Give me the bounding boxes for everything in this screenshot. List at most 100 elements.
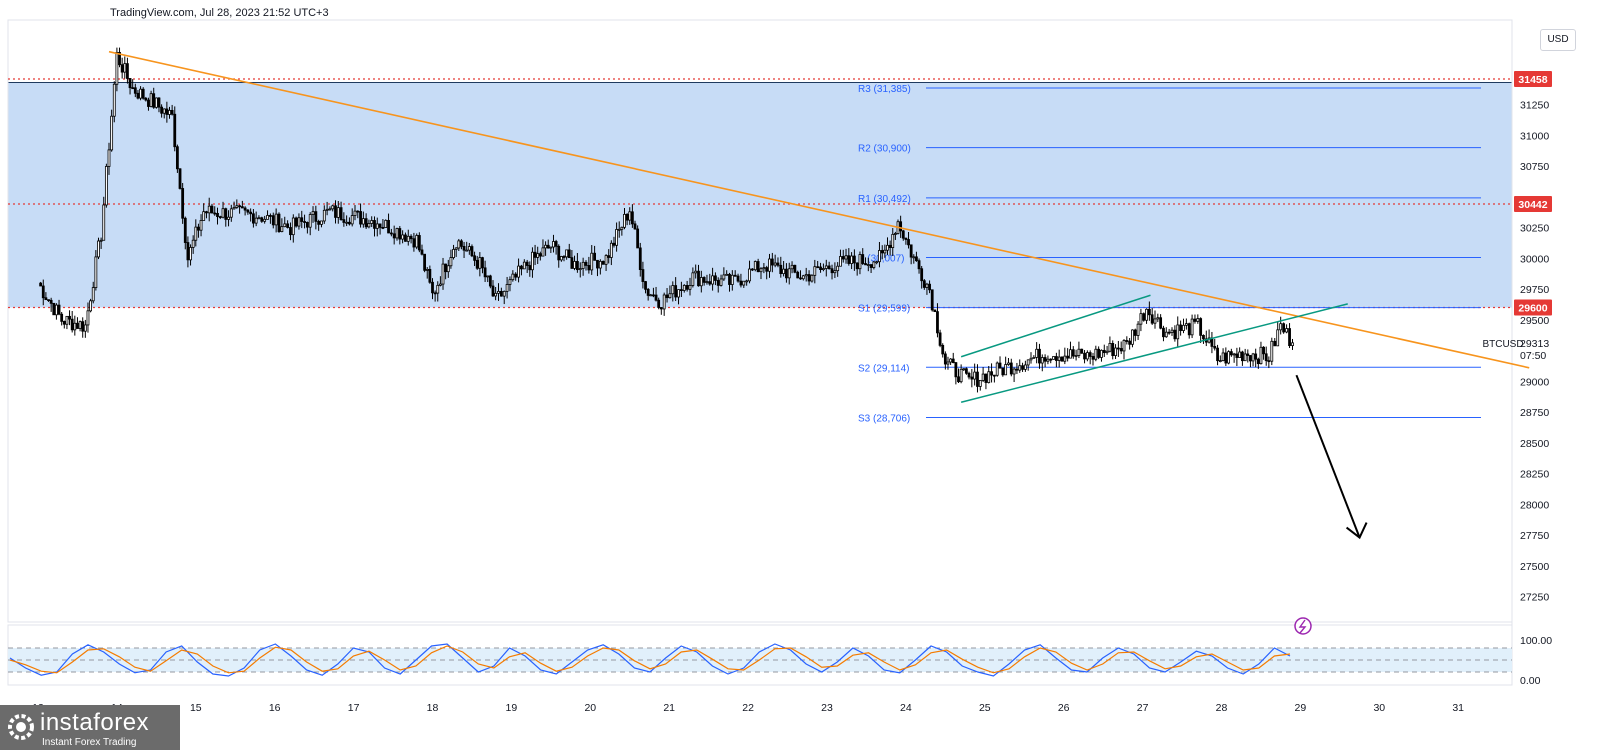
candle-body	[1251, 353, 1255, 362]
candle-body	[1021, 365, 1024, 370]
y-tick-label: 29000	[1520, 376, 1549, 388]
candle-body	[593, 252, 597, 261]
candle-body	[869, 264, 873, 268]
x-tick-label: 19	[506, 702, 518, 714]
stochastic-k-line	[9, 643, 1291, 677]
candle-body	[1264, 353, 1268, 362]
candle-body	[702, 277, 706, 283]
candle-body	[719, 278, 723, 286]
candle-body	[294, 217, 298, 227]
candle-body	[505, 284, 509, 292]
candle-body	[449, 257, 453, 267]
candle-body	[641, 269, 645, 282]
candle-body	[1235, 353, 1239, 358]
candle-body	[197, 226, 200, 231]
candle-body	[1040, 357, 1044, 364]
candle-body	[549, 246, 553, 249]
lightning-icon	[1294, 617, 1312, 635]
candle-body	[364, 218, 368, 228]
candle-body	[131, 87, 135, 90]
candle-body	[1108, 343, 1112, 352]
x-tick-label: 15	[190, 702, 202, 714]
candle-body	[638, 247, 642, 270]
candle-body	[753, 261, 757, 271]
candle-body	[770, 258, 774, 266]
pivot-label: P (30,007)	[858, 253, 905, 264]
candle-body	[277, 213, 281, 233]
candle-body	[949, 358, 953, 363]
candle-body	[768, 258, 771, 272]
candle-body	[822, 268, 825, 271]
candle-body	[1218, 360, 1222, 362]
candle-body	[189, 247, 192, 261]
candle-body	[249, 211, 253, 215]
candle-body	[1254, 353, 1258, 360]
y-tick-label: 28500	[1520, 438, 1549, 450]
x-tick-label: 28	[1216, 702, 1228, 714]
candle-body	[1012, 368, 1016, 375]
candle-body	[375, 223, 379, 229]
candle-body	[280, 226, 284, 233]
candle-body	[1009, 362, 1013, 375]
candle-body	[141, 88, 145, 99]
currency-selector[interactable]: USD	[1540, 29, 1576, 51]
pivot-label: S3 (28,706)	[858, 413, 910, 424]
candle-body	[1182, 324, 1185, 331]
candle-body	[322, 209, 326, 222]
candle-body	[481, 257, 484, 269]
candle-body	[147, 99, 150, 107]
candle-body	[1270, 340, 1274, 362]
x-tick-label: 21	[663, 702, 675, 714]
candle-body	[367, 223, 371, 228]
candle-body	[370, 220, 374, 224]
candle-body	[915, 256, 918, 262]
price-series	[39, 47, 1294, 393]
candle-body	[976, 371, 979, 387]
candle-body	[99, 239, 103, 242]
pivot-label: S1 (29,599)	[858, 304, 910, 315]
candle-body	[930, 289, 934, 311]
channel-lower-line	[960, 303, 1348, 403]
candle-body	[1288, 328, 1291, 347]
brand-tagline: Instant Forex Trading	[42, 737, 137, 748]
candle-body	[928, 283, 931, 291]
candle-body	[810, 274, 814, 282]
candle-body	[157, 97, 161, 108]
candle-body	[1221, 352, 1225, 361]
candle-body	[748, 268, 751, 282]
candle-body	[861, 254, 865, 264]
candle-body	[387, 219, 390, 234]
candle-body	[446, 265, 450, 273]
y-tick-label: 29500	[1520, 315, 1549, 327]
candle-body	[970, 376, 974, 380]
candle-body	[872, 261, 876, 268]
lightning-icon-bolt	[1298, 619, 1307, 634]
candle-body	[888, 244, 892, 248]
candle-body	[229, 208, 233, 218]
candle-body	[57, 304, 61, 315]
projection-arrow-head	[1345, 522, 1368, 540]
candle-body	[799, 277, 802, 280]
candle-body	[336, 207, 340, 218]
candle-body	[517, 265, 520, 278]
candle-body	[110, 115, 114, 151]
candle-body	[636, 228, 640, 249]
candle-body	[268, 215, 272, 217]
candle-body	[398, 228, 402, 240]
y-tick-label: 30750	[1520, 161, 1549, 173]
candle-body	[266, 215, 269, 220]
candle-body	[839, 256, 842, 267]
candle-body	[348, 221, 351, 225]
candle-body	[1097, 348, 1101, 358]
candle-body	[1167, 331, 1171, 334]
x-tick-label: 18	[427, 702, 439, 714]
candle-body	[224, 208, 228, 220]
candle-body	[1133, 329, 1137, 336]
candle-body	[893, 233, 897, 235]
candle-body	[699, 277, 703, 287]
candle-body	[801, 275, 805, 280]
candle-body	[954, 362, 958, 378]
candle-body	[601, 260, 605, 265]
candle-body	[607, 255, 611, 258]
